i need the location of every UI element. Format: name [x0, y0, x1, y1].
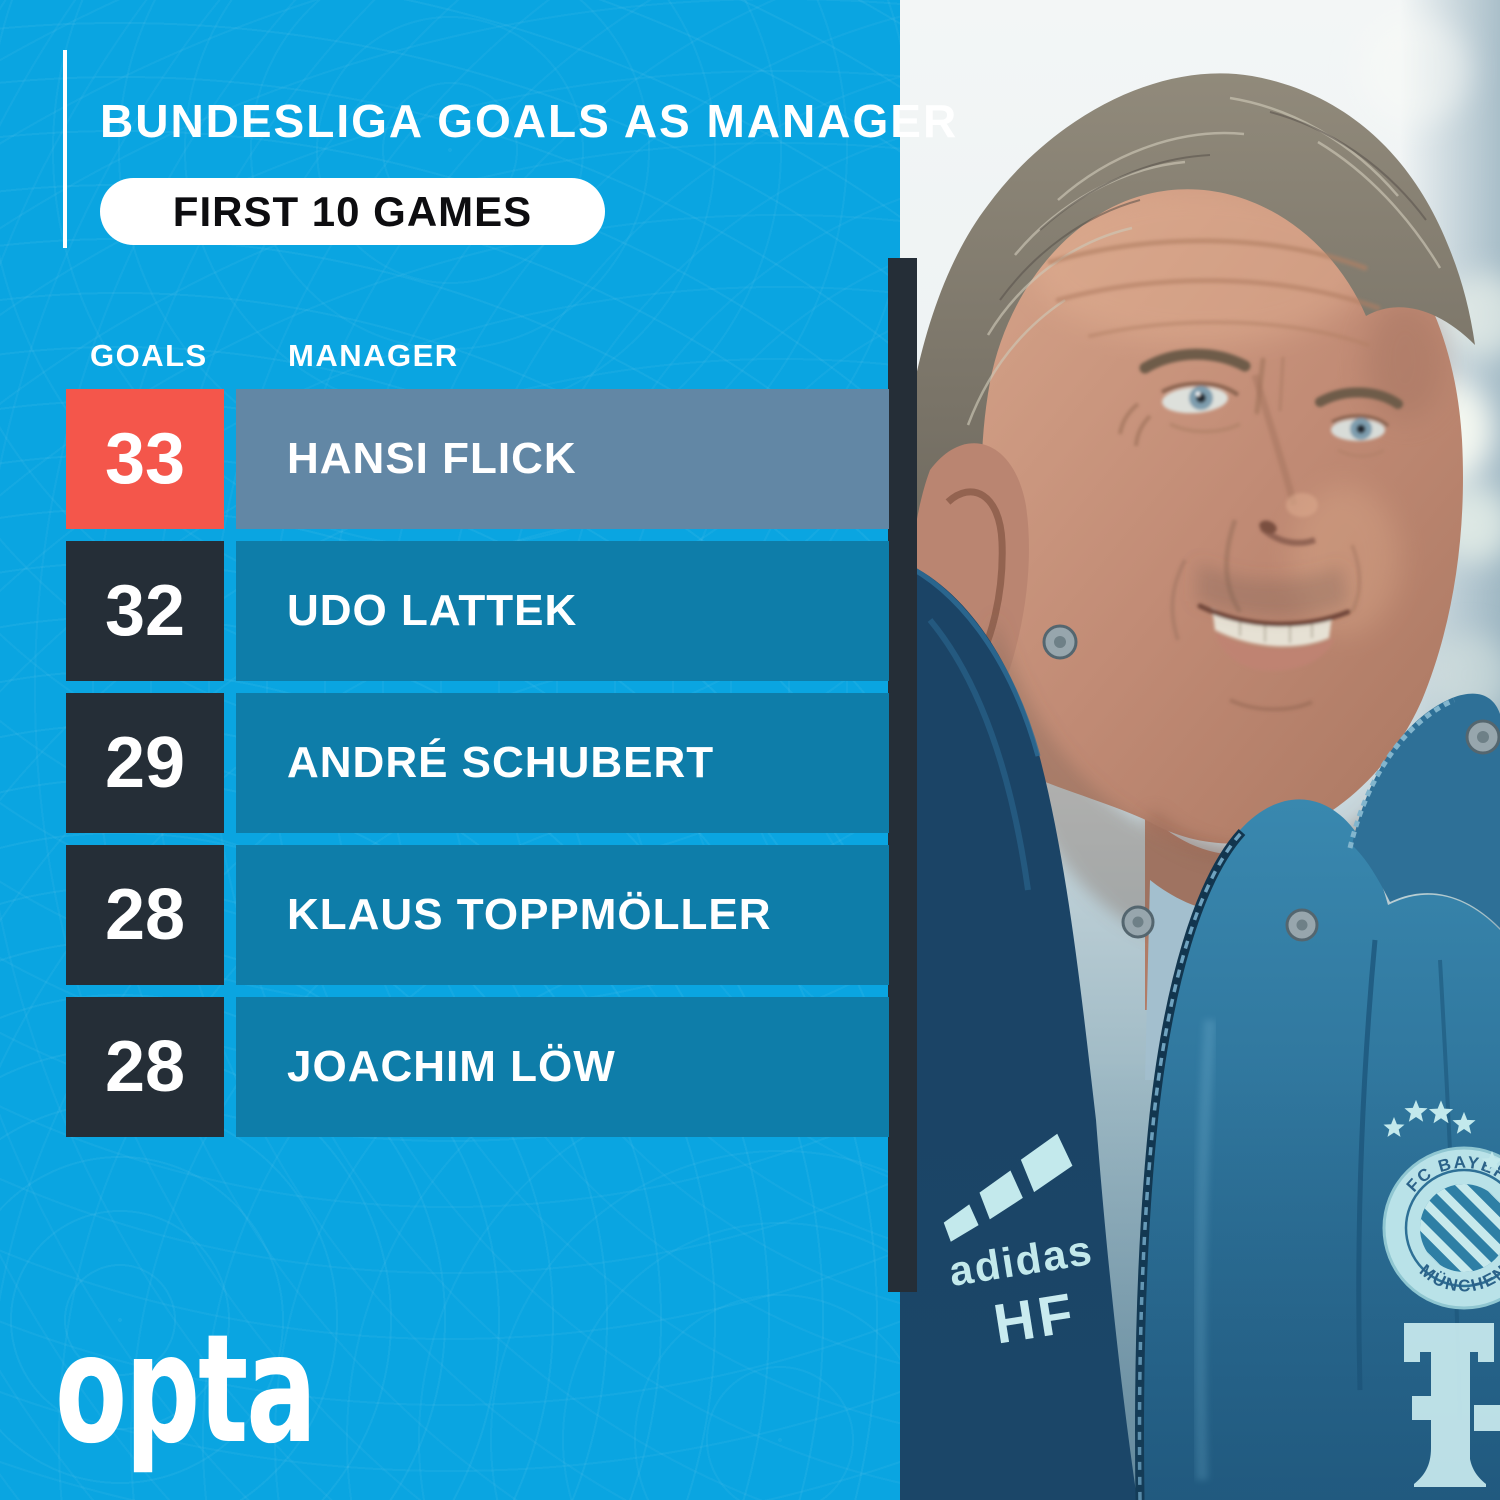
goals-value: 28	[104, 1027, 186, 1107]
opta-logo: opta	[55, 1303, 317, 1477]
goals-value: 33	[104, 419, 186, 499]
manager-column-header: MANAGER	[288, 338, 459, 373]
goals-value-box: 29	[66, 693, 224, 833]
manager-name: KLAUS TOPPMÖLLER	[287, 890, 772, 939]
subtitle-badge-label: FIRST 10 GAMES	[172, 187, 533, 235]
bayern-crest: FC BAYERN MÜNCHEN	[1382, 1146, 1500, 1310]
goals-value: 29	[104, 723, 186, 803]
telekom-logo	[1404, 1323, 1500, 1487]
hansi-flick-photo: adidas HF FC BAYERN MÜNCHEN	[900, 0, 1500, 1500]
hair	[900, 73, 1475, 635]
goals-value-box: 28	[66, 845, 224, 985]
goals-value-box: 28	[66, 997, 224, 1137]
table-row: 28 KLAUS TOPPMÖLLER	[0, 845, 900, 985]
goals-column-header: GOALS	[90, 338, 208, 373]
manager-initials: HF	[989, 1280, 1080, 1355]
title-accent-line	[63, 50, 67, 248]
jacket-right-collar	[1352, 693, 1500, 928]
manager-name: JOACHIM LÖW	[287, 1042, 616, 1091]
page-title: BUNDESLIGA GOALS AS MANAGER	[100, 95, 959, 147]
manager-bar: JOACHIM LÖW	[236, 997, 889, 1137]
manager-name: ANDRÉ SCHUBERT	[287, 738, 715, 787]
facial-features	[1047, 238, 1403, 712]
table-row: 28 JOACHIM LÖW	[0, 997, 900, 1137]
snap-buttons	[1042, 624, 1500, 942]
goals-value-box: 32	[66, 541, 224, 681]
manager-bar: UDO LATTEK	[236, 541, 889, 681]
manager-bar: ANDRÉ SCHUBERT	[236, 693, 889, 833]
manager-bar: KLAUS TOPPMÖLLER	[236, 845, 889, 985]
table-row: 32 UDO LATTEK	[0, 541, 900, 681]
subtitle-badge: FIRST 10 GAMES	[100, 178, 605, 245]
goals-value: 28	[104, 875, 186, 955]
manager-bar: HANSI FLICK	[236, 389, 889, 529]
table-row: 33 HANSI FLICK	[0, 389, 900, 529]
face	[909, 166, 1463, 1010]
goals-value: 32	[104, 571, 186, 651]
manager-name: UDO LATTEK	[287, 586, 578, 635]
table-row: 29 ANDRÉ SCHUBERT	[0, 693, 900, 833]
table-shadow-strip	[888, 258, 917, 1292]
manager-name: HANSI FLICK	[287, 434, 577, 483]
goals-value-box: 33	[66, 389, 224, 529]
